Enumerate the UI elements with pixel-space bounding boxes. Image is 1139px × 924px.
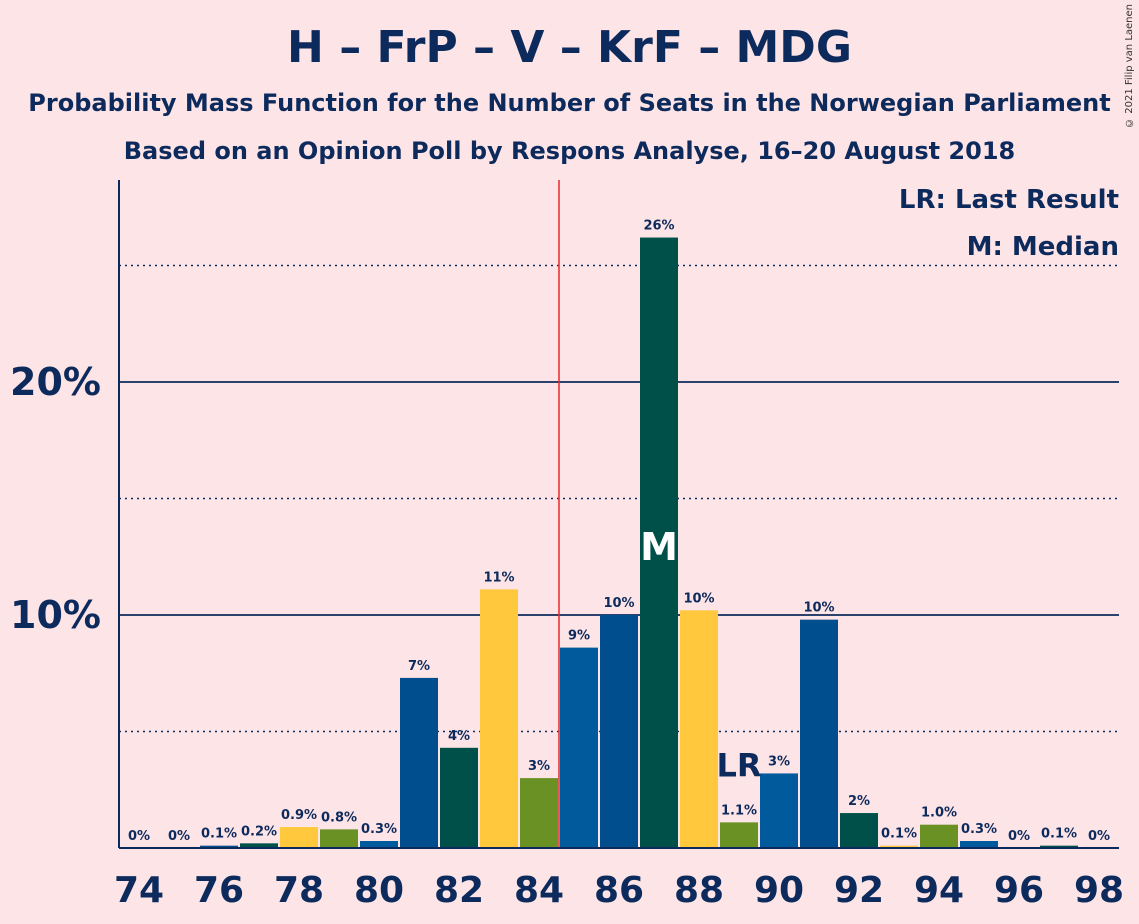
legend-last-result: LR: Last Result xyxy=(898,185,1119,215)
data-label: 3% xyxy=(528,759,550,774)
y-tick-label: 20% xyxy=(10,360,101,404)
x-tick-label: 98 xyxy=(1074,870,1124,911)
bar xyxy=(400,677,438,848)
bar xyxy=(1040,845,1078,848)
median-marker: M xyxy=(640,525,678,569)
data-label: 0.8% xyxy=(321,810,357,825)
bar xyxy=(880,845,918,848)
x-tick-label: 74 xyxy=(114,870,164,911)
data-label: 0.3% xyxy=(961,822,997,837)
last-result-marker: LR xyxy=(716,746,761,784)
data-label: 1.0% xyxy=(921,806,957,821)
data-label: 0% xyxy=(1008,829,1030,844)
data-label: 1.1% xyxy=(721,803,757,818)
data-label: 3% xyxy=(768,754,790,769)
chart-subtitle-1: Probability Mass Function for the Number… xyxy=(28,89,1111,117)
data-label: 10% xyxy=(683,591,714,606)
bar xyxy=(320,829,358,848)
bar xyxy=(200,845,238,848)
bar xyxy=(360,841,398,848)
bar xyxy=(600,615,638,848)
bar xyxy=(520,778,558,848)
data-label: 0.2% xyxy=(241,824,277,839)
data-label: 0% xyxy=(1088,829,1110,844)
bar xyxy=(840,813,878,848)
bar xyxy=(800,619,838,848)
x-tick-label: 84 xyxy=(514,870,564,911)
bar xyxy=(560,647,598,848)
bar xyxy=(920,824,958,848)
bar xyxy=(640,237,678,849)
data-label: 0.1% xyxy=(1041,827,1077,842)
bar xyxy=(960,841,998,848)
x-tick-label: 86 xyxy=(594,870,644,911)
x-tick-label: 78 xyxy=(274,870,324,911)
data-label: 9% xyxy=(568,629,590,644)
bar xyxy=(480,589,518,848)
data-label: 11% xyxy=(483,570,514,585)
data-label: 26% xyxy=(643,219,674,234)
bar xyxy=(680,610,718,848)
data-label: 0% xyxy=(128,829,150,844)
chart-subtitle-2: Based on an Opinion Poll by Respons Anal… xyxy=(123,137,1016,165)
data-label: 0.1% xyxy=(881,827,917,842)
data-label: 0.1% xyxy=(201,827,237,842)
x-tick-label: 94 xyxy=(914,870,964,911)
y-tick-label: 10% xyxy=(10,593,101,637)
data-label: 0.3% xyxy=(361,822,397,837)
data-label: 0% xyxy=(168,829,190,844)
bar xyxy=(440,747,478,848)
legend-median: M: Median xyxy=(966,232,1119,262)
x-tick-label: 80 xyxy=(354,870,404,911)
x-tick-label: 96 xyxy=(994,870,1044,911)
x-tick-label: 82 xyxy=(434,870,484,911)
bar xyxy=(760,773,798,848)
chart-title: H – FrP – V – KrF – MDG xyxy=(287,22,852,73)
x-tick-label: 76 xyxy=(194,870,244,911)
bar xyxy=(280,827,318,848)
data-label: 10% xyxy=(803,601,834,616)
data-label: 0.9% xyxy=(281,808,317,823)
x-tick-label: 92 xyxy=(834,870,884,911)
x-tick-label: 88 xyxy=(674,870,724,911)
bar xyxy=(720,822,758,848)
data-label: 4% xyxy=(448,729,470,744)
bar xyxy=(240,843,278,848)
data-label: 10% xyxy=(603,596,634,611)
x-tick-label: 90 xyxy=(754,870,804,911)
data-label: 2% xyxy=(848,794,870,809)
data-label: 7% xyxy=(408,659,430,674)
